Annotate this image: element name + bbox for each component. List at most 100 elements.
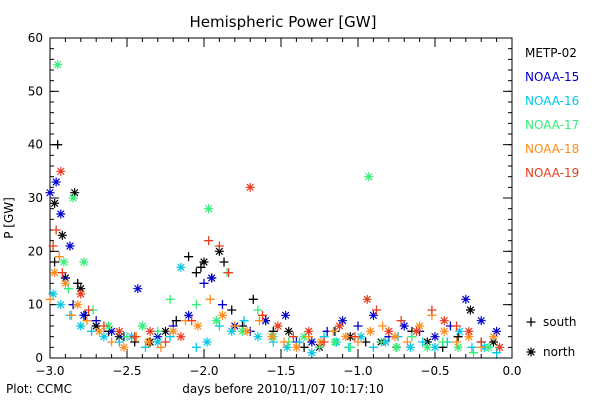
noaa-17-point-south [438,337,448,347]
noaa-18-point-north [217,310,227,320]
noaa-16-point-south [418,337,428,347]
noaa-18-point-south [378,321,388,331]
noaa-15-point-north [461,294,471,304]
noaa-16-point-north [48,289,58,299]
noaa-19-point-south [319,337,329,347]
legend-entry-noaa-17: NOAA-17 [525,118,579,132]
noaa-15-point-south [91,316,101,326]
noaa-18-point-south [328,326,338,336]
noaa-16-point-south [368,342,378,352]
noaa-18-point-north [341,332,351,342]
noaa-15-point-north [261,316,271,326]
noaa-19-point-south [371,305,381,315]
noaa-16-point-north [455,326,465,336]
noaa-16-point-north [76,321,86,331]
metp-02-point-south [299,342,309,352]
noaa-18-point-north [464,332,474,342]
noaa-19-point-north [304,326,314,336]
noaa-19-point-south [161,337,170,347]
x-tick-label: −0.5 [420,364,449,378]
noaa-15-point-north [107,326,117,336]
noaa-18-point-north [415,321,425,331]
noaa-18-point-north [73,300,83,310]
noaa-17-point-north [299,332,309,342]
x-tick-label: −2.0 [189,364,218,378]
noaa-19-point-north [245,182,255,192]
legend-north-label: north [543,345,575,359]
noaa-19-point-south [204,236,214,246]
legend-south-label: south [543,315,577,329]
data-points [45,60,505,358]
noaa-17-point-south [122,332,132,342]
noaa-16-point-south [467,342,477,352]
noaa-19-point-south [57,268,67,278]
noaa-17-point-south [153,326,163,336]
axes: −3.0 −2.5 −2.0 −1.5 −1.0 −0.5 0.0 0 10 20 30 40 50 60 [28,31,522,378]
noaa-16-point-north [176,262,186,272]
metp-02-point-south [219,257,229,267]
noaa-18-point-south [67,310,77,320]
x-tick-label: 0.0 [502,364,521,378]
metp-02-point-south [50,257,60,267]
noaa-17-point-south [165,294,175,304]
x-tick-label: −2.5 [112,364,141,378]
noaa-15-point-north [338,316,348,326]
metp-02-point-north [70,188,80,198]
noaa-19-point-north [495,342,505,352]
y-axis-label: P [GW] [2,197,16,239]
noaa-19-point-south [130,332,140,342]
y-tick-label: 50 [28,84,43,98]
noaa-19-point-south [258,310,268,320]
noaa-16-point-north [99,332,109,342]
noaa-18-point-north [119,342,129,352]
noaa-16-point-north [307,348,317,358]
noaa-18-point-north [50,268,60,278]
noaa-16-point-south [239,316,249,326]
noaa-18-point-north [144,337,154,347]
noaa-18-point-north [60,278,70,288]
noaa-16-point-north [253,332,263,342]
metp-02-point-north [114,332,124,342]
y-tick-label: 30 [28,191,43,205]
noaa-17-point-north [204,204,214,214]
legend: METP-02 NOAA-15 NOAA-16 NOAA-17 NOAA-18 NOAA-… [525,46,579,359]
metp-02-point-north [91,321,101,331]
noaa-16-point-north [153,337,163,347]
noaa-15-point-north [307,337,317,347]
noaa-15-point-north [79,310,89,320]
noaa-18-point-north [242,326,252,336]
y-tick-label: 10 [28,298,43,312]
noaa-15-point-south [353,321,363,331]
noaa-19-point-north [176,332,186,342]
noaa-17-point-south [191,300,201,310]
noaa-19-point-north [384,326,394,336]
noaa-18-point-south [156,342,166,352]
noaa-18-point-north [193,321,203,331]
metp-02-point-north [199,257,209,267]
legend-entry-noaa-19: NOAA-19 [525,166,579,180]
noaa-17-point-north [104,321,114,331]
noaa-15-point-north [133,284,143,294]
noaa-19-point-north [362,294,372,304]
metp-02-point-south [184,252,194,262]
noaa-18-point-south [107,337,117,347]
metp-02-point-south [171,316,181,326]
noaa-17-point-north [238,326,247,336]
metp-02-point-south [248,294,258,304]
noaa-19-point-south [452,321,462,331]
noaa-18-point-south [279,337,289,347]
noaa-15-point-north [56,209,66,219]
noaa-19-point-north [56,166,66,176]
noaa-19-point-south [427,305,437,315]
plot-frame [49,37,513,359]
noaa-17-point-north [422,342,432,352]
noaa-18-point-south [452,337,462,347]
noaa-15-point-north [430,332,440,342]
noaa-19-point-south [51,225,61,235]
noaa-19-point-north [145,326,155,336]
noaa-19-point-south [224,268,234,278]
noaa-19-point-north [439,316,449,326]
noaa-18-point-south [230,321,240,331]
legend-south-marker [526,317,536,327]
noaa-19-point-south [350,332,360,342]
